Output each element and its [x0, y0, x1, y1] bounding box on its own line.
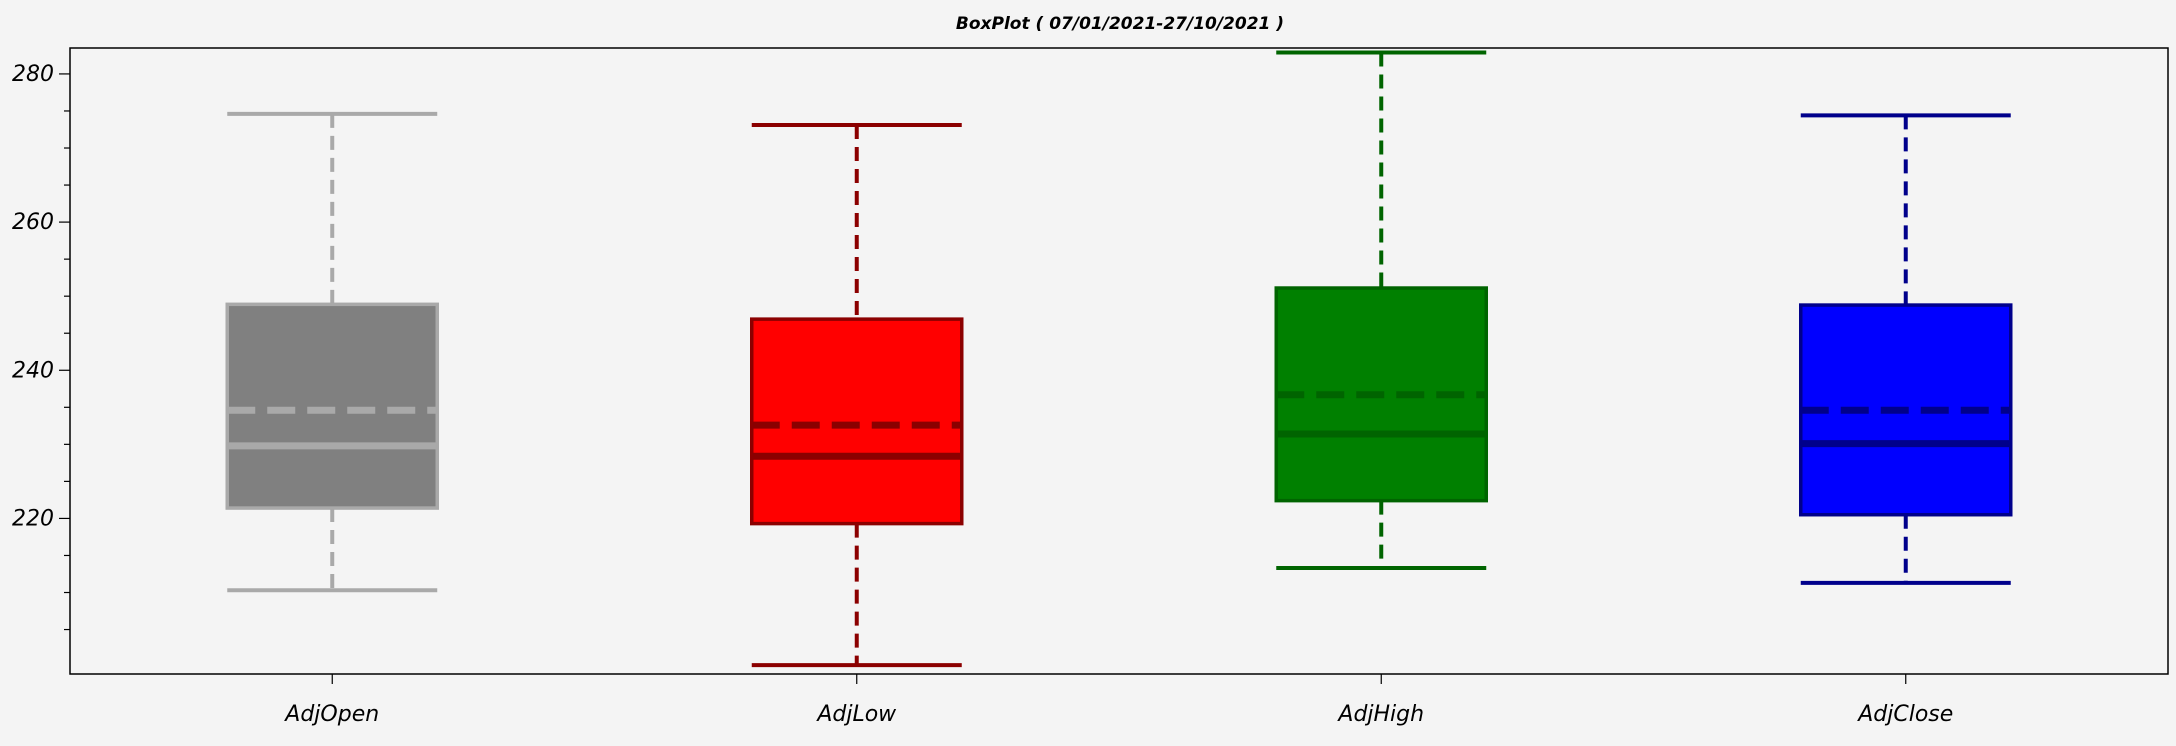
box-adjhigh — [1274, 50, 1488, 571]
iqr-box — [225, 302, 439, 510]
plot-area: 220 240 260 280 AdjOpen AdjLow AdjHigh AdjClose — [12, 47, 2169, 727]
y-tick-label: 260 — [12, 210, 54, 235]
box-adjlow — [750, 123, 964, 668]
y-tick-label: 220 — [12, 506, 54, 531]
y-tick-label: 240 — [12, 358, 54, 383]
iqr-box — [750, 317, 964, 526]
chart-title: BoxPlot ( 07/01/2021-27/10/2021 ) — [956, 14, 1284, 34]
x-tick-label: AdjClose — [1856, 702, 1953, 727]
x-tick-label: AdjLow — [815, 702, 897, 727]
box-adjopen — [225, 111, 439, 593]
y-tick-label: 280 — [12, 62, 54, 87]
x-tick-label: AdjHigh — [1336, 702, 1424, 727]
x-tick-label: AdjOpen — [283, 702, 379, 727]
box-adjclose — [1799, 113, 2013, 585]
